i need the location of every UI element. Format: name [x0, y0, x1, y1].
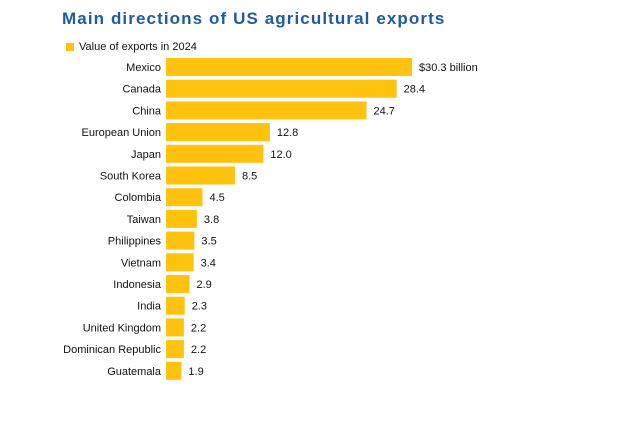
data-label: 3.5	[201, 236, 216, 248]
bar-india	[166, 296, 185, 315]
data-label: 28.4	[404, 84, 425, 96]
bar-south-korea	[166, 166, 235, 185]
category-label: Guatemala	[107, 366, 162, 378]
bar-mexico	[166, 58, 412, 76]
chart-title: Main directions of US agricultural expor…	[62, 9, 446, 28]
bar-colombia	[166, 188, 203, 207]
category-label: Japan	[131, 149, 161, 161]
category-label: Taiwan	[127, 214, 161, 226]
data-label: 8.5	[242, 171, 257, 183]
category-label: China	[132, 105, 162, 117]
bar-philippines	[166, 231, 195, 250]
data-label: 1.9	[188, 366, 203, 378]
bar-china	[166, 101, 367, 120]
category-label: Philippines	[108, 236, 162, 248]
data-label: 12.0	[270, 149, 291, 161]
category-label: South Korea	[100, 171, 162, 183]
bar-vietnam	[166, 253, 194, 272]
category-label: Dominican Republic	[63, 344, 161, 356]
data-label: 4.5	[210, 192, 225, 204]
data-label: $30.3 billion	[419, 62, 478, 74]
category-label: Colombia	[115, 192, 162, 204]
data-label: 3.8	[204, 214, 219, 226]
category-label: Canada	[122, 84, 161, 96]
data-label: 12.8	[277, 127, 298, 139]
bar-indonesia	[166, 275, 190, 293]
data-label: 2.3	[192, 301, 207, 313]
category-label: Mexico	[126, 62, 161, 74]
legend-label: Value of exports in 2024	[79, 41, 197, 53]
data-label: 24.7	[374, 105, 395, 117]
bar-japan	[166, 144, 264, 163]
data-label: 2.9	[197, 279, 212, 291]
category-label: United Kingdom	[83, 322, 161, 334]
bar-dominican-republic	[166, 340, 184, 359]
category-label: European Union	[81, 127, 161, 139]
legend: Value of exports in 2024	[66, 41, 197, 53]
category-label: Vietnam	[121, 257, 161, 269]
data-label: 3.4	[201, 257, 216, 269]
category-label: Indonesia	[113, 279, 162, 291]
bar-guatemala	[166, 361, 182, 380]
bar-european-union	[166, 123, 270, 142]
data-label: 2.2	[191, 344, 206, 356]
legend-swatch	[66, 43, 74, 51]
bar-canada	[166, 79, 397, 98]
data-label: 2.2	[191, 322, 206, 334]
bar-taiwan	[166, 209, 197, 228]
bar-united-kingdom	[166, 318, 184, 337]
category-label: India	[137, 301, 162, 313]
